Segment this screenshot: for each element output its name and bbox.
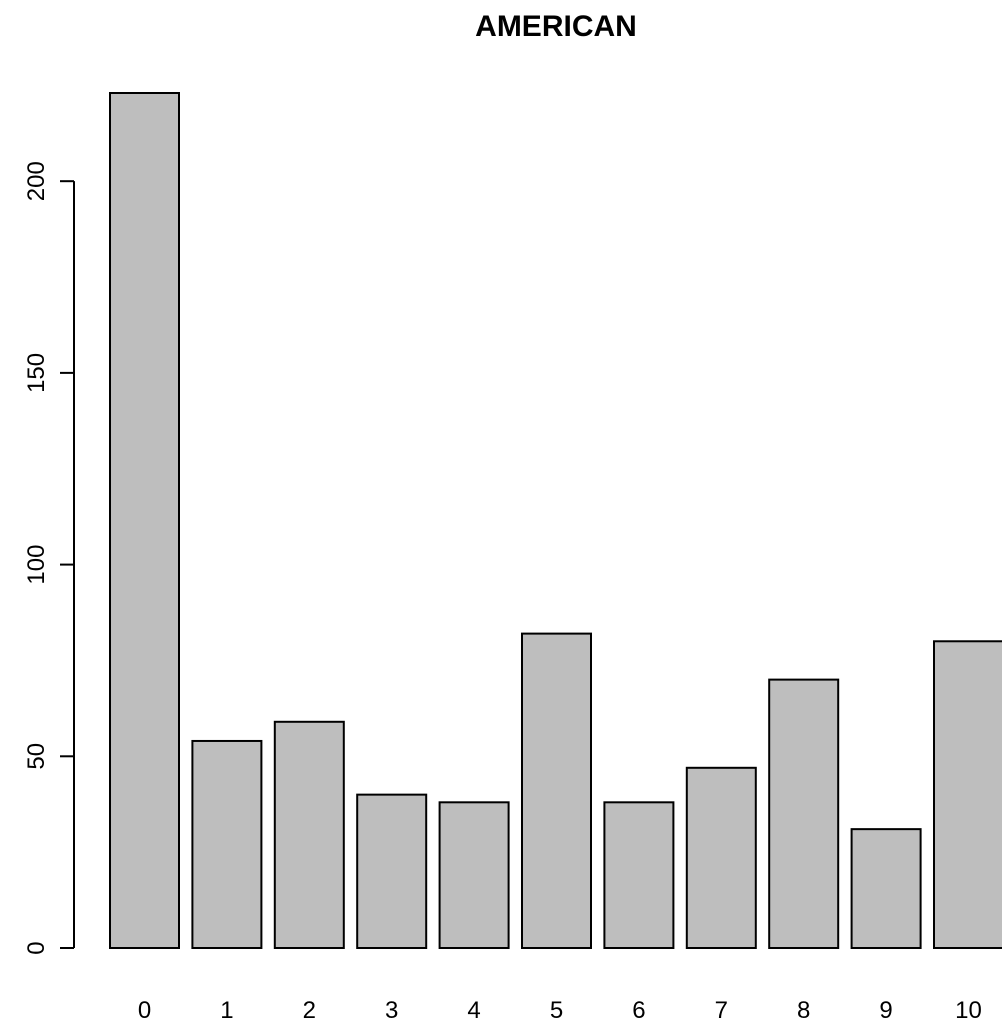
x-tick-label: 7	[715, 997, 728, 1024]
bar-3	[356, 793, 428, 950]
y-tick-label: 100	[23, 545, 50, 585]
bar-6	[603, 801, 675, 949]
bar-10	[933, 640, 1002, 950]
x-tick-label: 3	[385, 997, 398, 1024]
y-tick-label: 0	[23, 941, 50, 954]
bar-0	[109, 92, 180, 949]
x-tick-label: 1	[220, 997, 233, 1024]
bar-9	[850, 828, 922, 949]
x-tick-label: 9	[879, 997, 892, 1024]
x-tick-label: 10	[955, 997, 982, 1024]
bar-1	[191, 739, 263, 950]
y-axis: 0 50 100 150 200	[23, 161, 75, 955]
y-tick-label: 50	[23, 743, 50, 770]
x-tick-label: 4	[467, 997, 480, 1024]
chart-title: AMERICAN	[475, 10, 637, 43]
x-tick-labels: 0 1 2 3 4 5 6 7 8 9 10	[138, 997, 982, 1024]
bar-2	[273, 720, 345, 950]
x-tick-label: 5	[550, 997, 563, 1024]
x-tick-label: 0	[138, 997, 151, 1024]
y-tick-label: 200	[23, 161, 50, 201]
x-tick-label: 6	[632, 997, 645, 1024]
bar-7	[685, 766, 757, 950]
bars	[109, 92, 1002, 950]
x-tick-label: 8	[797, 997, 810, 1024]
bar-5	[521, 632, 592, 950]
bar-4	[438, 801, 510, 949]
x-tick-label: 2	[303, 997, 316, 1024]
bar-8	[768, 678, 840, 950]
y-tick-label: 150	[23, 353, 50, 393]
